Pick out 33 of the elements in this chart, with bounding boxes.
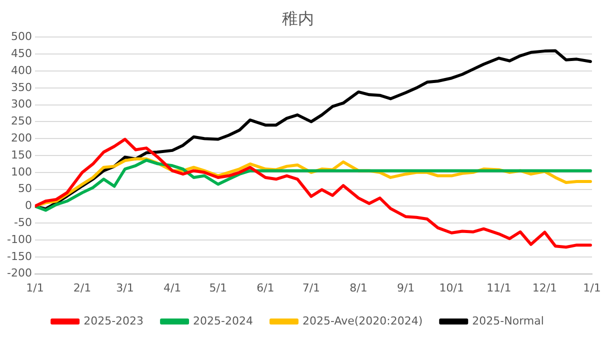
y-tick-label: 450 — [10, 46, 32, 60]
y-tick-label: 300 — [10, 98, 32, 111]
x-tick-label: 1/1 — [26, 281, 44, 294]
x-tick-label: 6/1 — [256, 281, 274, 294]
y-tick-label: 400 — [10, 64, 32, 77]
y-tick-label: 250 — [10, 114, 32, 128]
x-tick-label: 8/1 — [350, 281, 368, 294]
y-tick-label: 0 — [24, 199, 32, 212]
y-tick-label: 350 — [10, 80, 32, 94]
y-tick-label: -150 — [6, 250, 32, 263]
x-tick-label: 2/1 — [73, 281, 92, 294]
x-tick-label: 1/1 — [583, 281, 601, 294]
legend-label: 2025-2024 — [193, 314, 254, 328]
y-tick-label: 200 — [10, 131, 32, 144]
x-tick-label: 3/1 — [116, 281, 134, 294]
y-tick-label: 100 — [10, 165, 32, 178]
x-tick-label: 12/1 — [532, 281, 558, 294]
x-tick-label: 5/1 — [209, 281, 227, 294]
x-tick-label: 9/1 — [396, 281, 415, 294]
x-tick-label: 11/1 — [486, 281, 512, 294]
x-tick-label: 7/1 — [302, 281, 320, 294]
x-tick-label: 4/1 — [163, 281, 182, 294]
y-tick-label: -50 — [14, 216, 32, 229]
legend-label: 2025-2023 — [84, 314, 144, 328]
y-tick-label: 150 — [10, 148, 32, 162]
y-tick-label: 50 — [18, 182, 32, 196]
y-tick-label: -200 — [6, 266, 32, 280]
chart-title: 稚内 — [282, 8, 314, 28]
legend-label: 2025-Normal — [472, 314, 544, 328]
x-tick-label: 10/1 — [439, 281, 464, 294]
y-tick-label: 500 — [10, 30, 32, 44]
y-tick-label: -100 — [6, 232, 32, 246]
legend-label: 2025-Ave(2020:2024) — [302, 314, 423, 328]
